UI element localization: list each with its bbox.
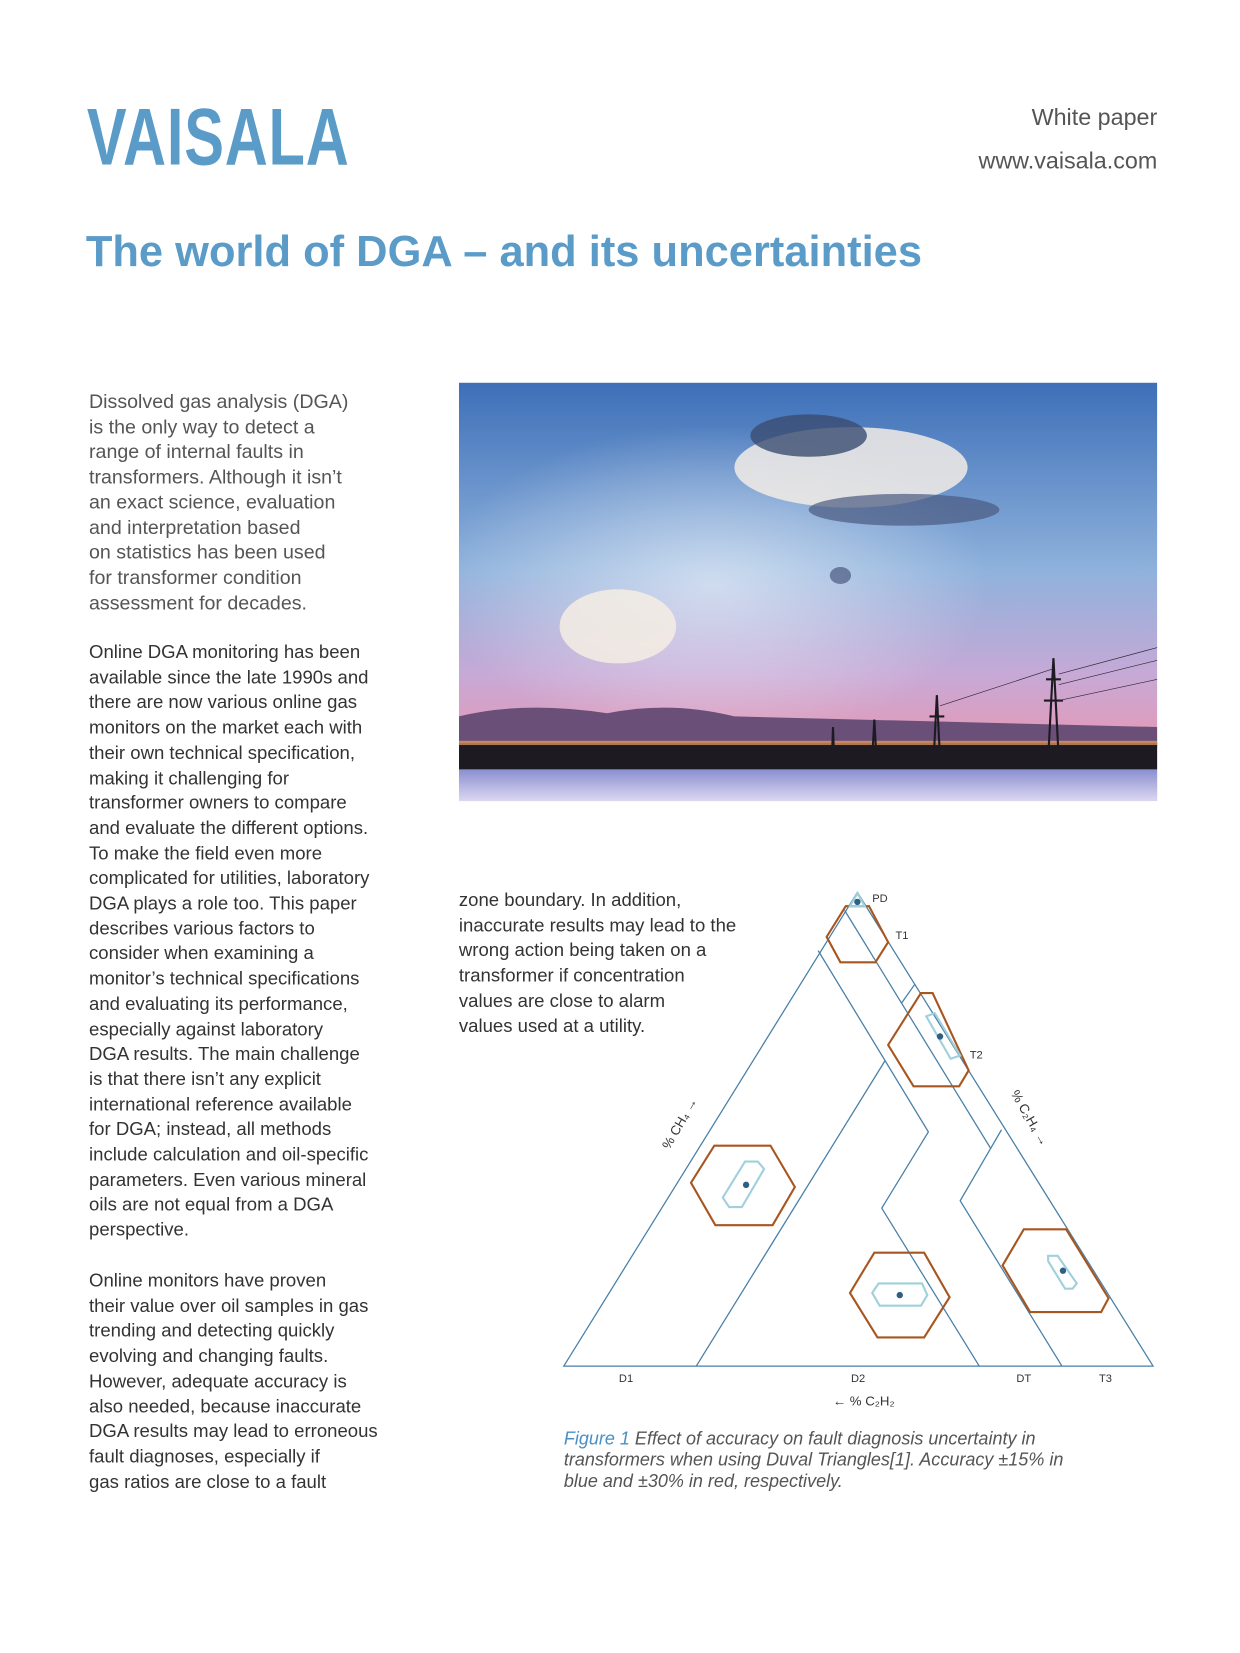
zone-label-t2: T2 — [970, 1050, 983, 1062]
text-line: Online monitors have proven — [89, 1269, 327, 1291]
text-line: complicated for utilities, laboratory — [89, 867, 370, 889]
accuracy-30-hexagon — [848, 1251, 951, 1339]
triangle-outline — [562, 891, 1155, 1367]
text-line: oils are not equal from a DGA — [89, 1193, 334, 1216]
figure-caption: Figure 1 Effect of accuracy on fault dia… — [564, 1429, 1064, 1493]
measurement-point — [936, 1033, 944, 1040]
text-line: and evaluating its performance, — [89, 992, 348, 1015]
text-line: transformers. Although it isn’t — [89, 465, 342, 488]
text-line: transformer owners to compare — [89, 791, 347, 814]
text-line: wrong action being taken on a — [458, 939, 707, 961]
text-line: include calculation and oil-specific — [89, 1143, 369, 1165]
text-line: their own technical specification, — [89, 741, 355, 763]
text-line: However, adequate accuracy is — [89, 1370, 347, 1392]
zone-boundary-t1-t2-cross — [901, 984, 916, 1003]
text-line: making it challenging for — [89, 766, 290, 788]
measurement-point — [896, 1291, 903, 1299]
axis-label-c2h2: ← % C₂H₂ — [833, 1393, 895, 1408]
text-line: monitor’s technical specifications — [89, 967, 360, 989]
text-line: values are close to alarm — [458, 989, 666, 1011]
text-line: there are now various online gas — [89, 691, 358, 713]
axis-label-ch4: % CH₄ → — [659, 1095, 700, 1152]
zone-boundary-dt-t3 — [959, 1129, 1063, 1367]
zone-label-d1: D1 — [619, 1373, 633, 1385]
measurement-point — [742, 1181, 750, 1189]
text-line: inaccurate results may lead to the — [458, 914, 737, 936]
accuracy-15-region — [870, 1282, 929, 1307]
text-line: also needed, because inaccurate — [89, 1395, 362, 1417]
body-paragraph-3: Online monitors have proven their value o… — [89, 1269, 378, 1495]
text-line: zone boundary. In addition, — [458, 889, 682, 911]
text-line: Dissolved gas analysis (DGA) — [89, 390, 349, 413]
text-line: international reference available — [89, 1093, 352, 1115]
measurement-point — [854, 898, 861, 906]
accuracy-30-hexagon — [825, 905, 890, 964]
zone-label-pd: PD — [872, 893, 887, 905]
text-line: especially against laboratory — [89, 1017, 324, 1040]
zone-label-t3: T3 — [1099, 1373, 1112, 1385]
text-line: trending and detecting quickly — [89, 1319, 335, 1342]
text-line: consider when examining a — [89, 942, 314, 964]
zone-label-d2: D2 — [851, 1373, 865, 1385]
text-line: parameters. Even various mineral — [89, 1168, 367, 1190]
text-line: fault diagnoses, especially if — [89, 1445, 320, 1467]
zone-label-t1: T1 — [896, 930, 909, 942]
zone-boundary-d2-dt — [817, 950, 980, 1367]
transmission-towers-photo — [458, 382, 1158, 802]
text-line: and evaluate the different options. — [89, 817, 369, 839]
text-line: describes various factors to — [89, 917, 315, 939]
text-line: DGA plays a role too. This paper — [89, 892, 357, 914]
text-line: and interpretation based — [89, 515, 301, 538]
text-line: DGA results. The main challenge — [89, 1043, 360, 1065]
text-line: available since the late 1990s and — [89, 666, 369, 688]
body-paragraph-2: Online DGA monitoring has been available … — [89, 640, 369, 1243]
accuracy-30-hexagon — [886, 991, 970, 1088]
text-line: assessment for decades. — [89, 590, 307, 614]
accuracy-15-region — [924, 1011, 962, 1061]
text-line: for DGA; instead, all methods — [89, 1118, 332, 1140]
accuracy-15-region — [721, 1160, 766, 1209]
text-line: is the only way to detect a — [89, 415, 315, 438]
accuracy-15-region — [1047, 1254, 1079, 1290]
accuracy-30-hexagon — [1001, 1228, 1110, 1314]
accuracy-15-region — [848, 891, 867, 908]
caption-line: blue and ±30% in red, respectively. — [563, 1471, 843, 1492]
text-line: is that there isn’t any explicit — [89, 1068, 321, 1090]
text-line: for transformer condition — [89, 565, 302, 589]
zone-boundary-t1-t2 — [844, 910, 992, 1150]
axis-label-c2h4: % C₂H₄ → — [1008, 1087, 1052, 1148]
text-line: transformer if concentration — [458, 964, 685, 986]
text-line: on statistics has been used — [89, 540, 326, 563]
text-line: evolving and changing faults. — [89, 1345, 329, 1367]
website-link[interactable]: www.vaisala.com — [978, 147, 1158, 174]
text-line: perspective. — [89, 1218, 190, 1241]
text-line: gas ratios are close to a fault — [89, 1470, 327, 1492]
text-line: monitors on the market each with — [89, 716, 363, 738]
caption-line: Effect of accuracy on fault diagnosis un… — [629, 1428, 1036, 1449]
zone-label-dt: DT — [1016, 1373, 1031, 1385]
page-title: The world of DGA – and its uncertainties — [85, 226, 923, 276]
intro-paragraph: Dissolved gas analysis (DGA) is the only … — [89, 389, 348, 615]
text-line: DGA results may lead to erroneous — [89, 1420, 378, 1442]
figure-number: Figure 1 — [563, 1428, 630, 1449]
text-line: range of internal faults in — [89, 440, 304, 463]
accuracy-30-hexagon — [689, 1144, 797, 1227]
measurement-point — [1059, 1267, 1067, 1274]
zone-boundary-d1-d2 — [695, 1060, 886, 1367]
text-line: values used at a utility. — [458, 1014, 646, 1036]
text-line: an exact science, evaluation — [89, 490, 336, 513]
caption-line: transformers when using Duval Triangles[… — [563, 1449, 1064, 1470]
text-line: their value over oil samples in gas — [89, 1294, 369, 1316]
text-line: To make the field even more — [89, 842, 323, 864]
vaisala-logo: VAISALA — [86, 92, 350, 183]
doc-type-label: White paper — [1031, 103, 1158, 131]
text-line: Online DGA monitoring has been — [89, 641, 361, 663]
body-paragraph-4: zone boundary. In addition, inaccurate re… — [459, 888, 736, 1039]
